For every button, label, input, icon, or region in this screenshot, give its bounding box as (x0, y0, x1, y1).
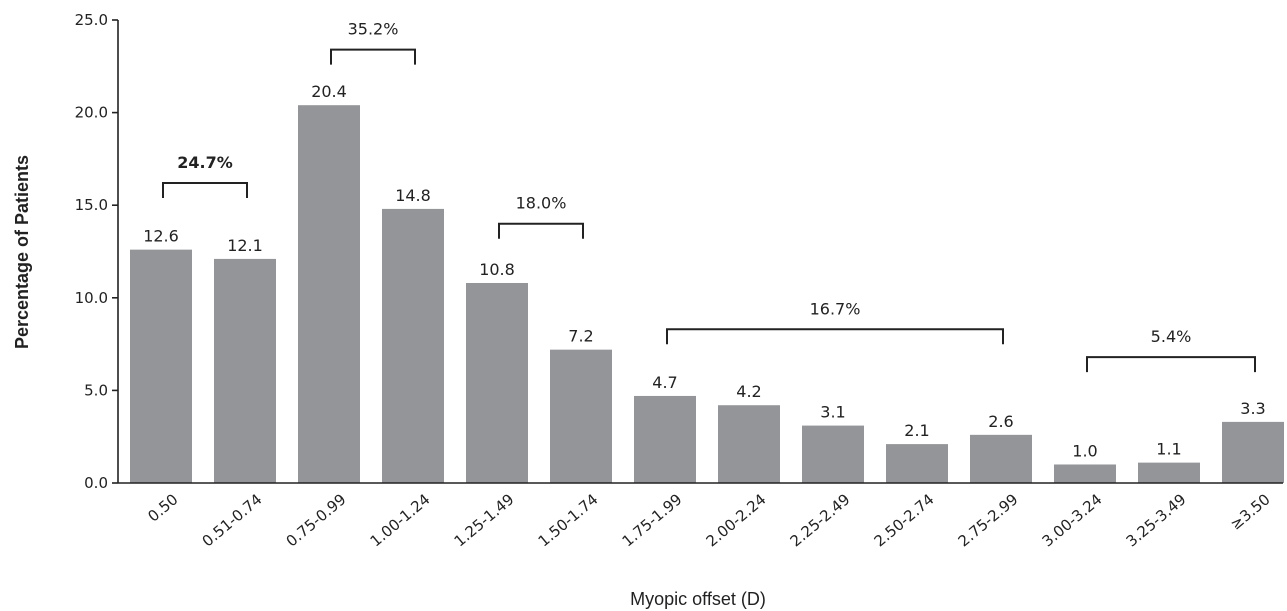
y-tick-label: 25.0 (75, 11, 108, 29)
bar-value-label: 12.6 (143, 227, 179, 246)
value-labels: 12.6 12.1 20.4 14.8 10.8 7.2 4.7 4.2 3.1 2.1 2.6 1.… (143, 82, 1266, 460)
bar (298, 105, 360, 483)
x-tick-label: 2.75-2.99 (955, 490, 1022, 550)
bar-value-label: 1.0 (1072, 441, 1097, 460)
bar (1222, 421, 1284, 483)
bar-value-label: 4.2 (736, 382, 761, 401)
bar (886, 444, 948, 483)
group-bracket-label: 24.7% (177, 153, 233, 172)
bar-value-label: 4.7 (652, 373, 677, 392)
bar (1054, 464, 1116, 483)
bars (130, 105, 1284, 484)
group-bracket (162, 181, 248, 198)
bar (634, 395, 696, 483)
x-tick-label: ≥3.50 (1227, 490, 1274, 533)
brackets: 24.7% 35.2% 18.0% 16.7% 5.4% (162, 20, 1256, 373)
bar (802, 425, 864, 483)
x-tick-label: 1.25-1.49 (451, 490, 518, 550)
x-tick-label: 0.50 (144, 490, 181, 525)
y-axis-title: Percentage of Patients (12, 155, 32, 349)
bar (130, 249, 192, 483)
bar (550, 349, 612, 483)
bar-value-label: 2.1 (904, 421, 929, 440)
x-axis-title: Myopic offset (D) (630, 589, 766, 609)
x-tick-label: 0.51-0.74 (199, 490, 266, 550)
group-bracket (330, 48, 416, 65)
bar-value-label: 14.8 (395, 186, 431, 205)
group-bracket-label: 5.4% (1151, 327, 1192, 346)
group-bracket (1086, 356, 1256, 373)
y-axis: 0.0 5.0 10.0 15.0 20.0 25.0 (75, 11, 119, 492)
group-bracket (498, 222, 584, 239)
y-tick-label: 15.0 (75, 196, 108, 214)
group-bracket-label: 18.0% (516, 194, 567, 213)
bar (718, 405, 780, 483)
bar-value-label: 1.1 (1156, 440, 1181, 459)
bar (382, 208, 444, 484)
bar (1138, 462, 1200, 483)
x-tick-label: 2.25-2.49 (787, 490, 854, 550)
y-tick-label: 5.0 (84, 381, 108, 399)
bar-value-label: 3.1 (820, 403, 845, 422)
bar (214, 258, 276, 483)
bar-value-label: 20.4 (311, 82, 347, 101)
group-bracket (666, 328, 1004, 345)
group-bracket-label: 35.2% (348, 20, 399, 39)
group-bracket-label: 16.7% (810, 299, 861, 318)
x-tick-label: 3.00-3.24 (1039, 490, 1106, 550)
y-tick-label: 0.0 (84, 474, 108, 492)
bar-value-label: 2.6 (988, 412, 1013, 431)
bar-value-label: 12.1 (227, 236, 263, 255)
x-tick-label: 1.50-1.74 (535, 490, 602, 550)
x-tick-label: 1.00-1.24 (367, 490, 434, 550)
x-tick-label: 1.75-1.99 (619, 490, 686, 550)
y-tick-label: 20.0 (75, 104, 108, 122)
bar-value-label: 7.2 (568, 327, 593, 346)
x-axis: 0.50 0.51-0.74 0.75-0.99 1.00-1.24 1.25-1.49… (118, 482, 1283, 550)
x-tick-label: 0.75-0.99 (283, 490, 350, 550)
bar-value-label: 10.8 (479, 260, 515, 279)
x-tick-label: 2.50-2.74 (871, 490, 938, 550)
bar (970, 434, 1032, 483)
y-tick-label: 10.0 (75, 289, 108, 307)
x-tick-label: 3.25-3.49 (1123, 490, 1190, 550)
x-tick-label: 2.00-2.24 (703, 490, 770, 550)
bar (466, 282, 528, 483)
bar-value-label: 3.3 (1240, 399, 1265, 418)
